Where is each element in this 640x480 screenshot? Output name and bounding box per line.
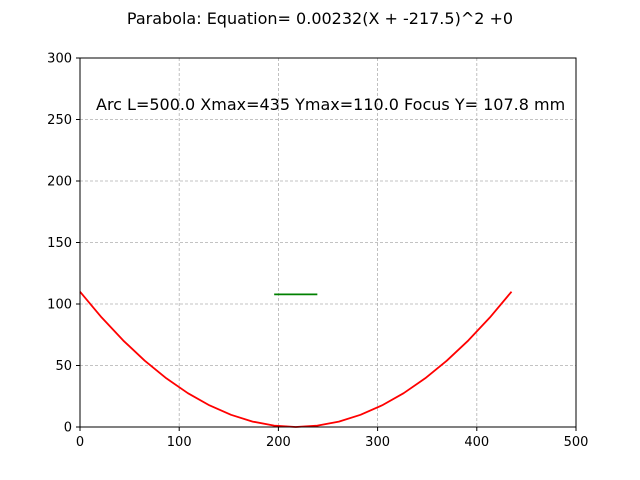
chart-title: Parabola: Equation= 0.00232(X + -217.5)^… [127,9,513,28]
x-tick-label-2: 200 [266,435,291,450]
y-tick-label-0: 0 [64,421,72,436]
x-tick-label-0: 0 [76,435,84,450]
axis-ticks: 0 100 200 300 400 500 0 50 100 150 200 250 300 [47,52,588,451]
y-tick-label-5: 250 [47,113,72,128]
y-tick-label-6: 300 [47,52,72,67]
x-tick-label-3: 300 [365,435,390,450]
y-tick-label-2: 100 [47,298,72,313]
chart-annotation: Arc L=500.0 Xmax=435 Ymax=110.0 Focus Y=… [96,95,565,114]
y-tick-label-1: 50 [55,359,72,374]
y-tick-label-3: 150 [47,236,72,251]
x-tick-label-5: 500 [564,435,589,450]
x-tick-label-4: 400 [464,435,489,450]
x-tick-label-1: 100 [167,435,192,450]
series-group [79,291,513,428]
parabola-line [79,291,513,428]
y-tick-label-4: 200 [47,175,72,190]
